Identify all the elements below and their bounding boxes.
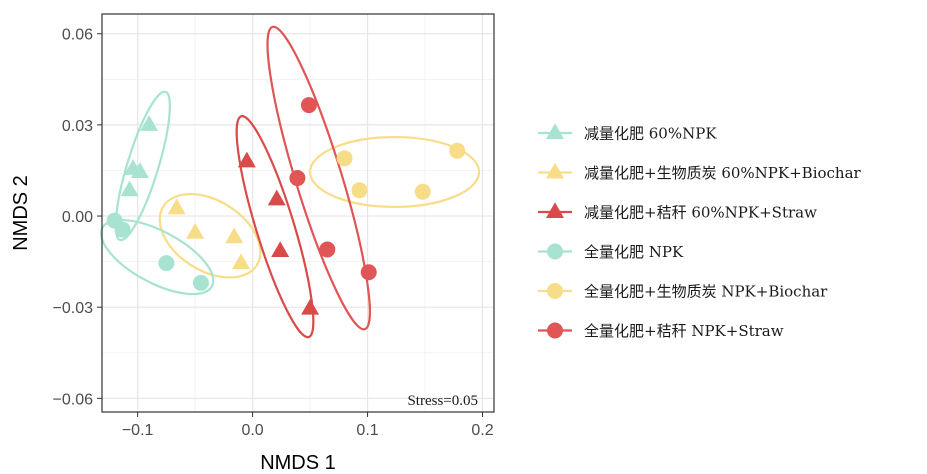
x-axis-title: NMDS 1 (260, 452, 336, 474)
legend-label: 减量化肥+生物质炭 60%NPK+Biochar (584, 164, 862, 182)
legend-item: 减量化肥+秸秆 60%NPK+Straw (538, 202, 817, 222)
legend-key-triangle (546, 202, 564, 218)
legend-item: 减量化肥 60%NPK (538, 123, 717, 143)
legend-label: 减量化肥 60%NPK (584, 125, 717, 143)
y-tick-label: −0.03 (53, 300, 94, 317)
x-axis: −0.1 0.0 0.1 0.2 (122, 412, 494, 439)
x-tick-label: 0.1 (356, 422, 378, 439)
legend-key-circle (547, 283, 563, 299)
y-tick-label: 0.03 (62, 118, 93, 135)
panel-border (101, 13, 495, 413)
circle-point (351, 182, 368, 199)
y-axis-title: NMDS 2 (10, 175, 32, 251)
x-tick-label: 0.2 (471, 422, 493, 439)
circle-point (192, 274, 209, 291)
circle-point (449, 142, 466, 159)
legend-label: 减量化肥+秸秆 60%NPK+Straw (584, 204, 817, 222)
x-tick-label: 0.0 (241, 422, 263, 439)
triangle-point (237, 151, 256, 168)
legend-label: 全量化肥 NPK (584, 243, 684, 261)
confidence-ellipse (308, 135, 481, 209)
y-tick-label: 0.06 (62, 27, 93, 44)
legend-key-circle (547, 243, 563, 260)
circle-point (414, 183, 431, 200)
triangle-point (267, 189, 286, 206)
y-tick-label: −0.06 (53, 391, 94, 408)
triangle-point (301, 298, 320, 315)
circle-point (289, 170, 306, 187)
legend: 减量化肥 60%NPK 减量化肥+生物质炭 60%NPK+Biochar 减量化肥+… (538, 123, 862, 340)
legend-item: 全量化肥+秸秆 NPK+Straw (538, 322, 784, 340)
triangle-point (167, 198, 186, 215)
legend-key-circle (547, 322, 563, 339)
circle-point (336, 150, 353, 167)
circle-point (319, 241, 336, 258)
confidence-ellipse (235, 115, 315, 339)
confidence-ellipse (158, 193, 262, 279)
triangle-point (120, 180, 139, 197)
y-axis: −0.06 −0.03 0.00 0.03 0.06 (53, 27, 102, 408)
legend-label: 全量化肥+生物质炭 NPK+Biochar (584, 283, 828, 301)
legend-label: 全量化肥+秸秆 NPK+Straw (584, 322, 784, 340)
triangle-point (232, 253, 251, 270)
triangle-point (225, 227, 244, 244)
circle-point (300, 97, 317, 114)
legend-item: 全量化肥 NPK (538, 243, 684, 261)
x-tick-label: −0.1 (122, 422, 154, 439)
legend-item: 全量化肥+生物质炭 NPK+Biochar (538, 283, 828, 301)
circle-point (114, 221, 131, 238)
triangle-point (130, 162, 149, 178)
legend-item: 减量化肥+生物质炭 60%NPK+Biochar (538, 162, 862, 182)
triangle-point (186, 222, 205, 239)
legend-key-triangle (546, 162, 564, 179)
confidence-ellipse (114, 90, 171, 242)
triangle-point (140, 115, 159, 131)
y-tick-label: 0.00 (62, 209, 93, 226)
major-gridlines (102, 14, 494, 412)
triangle-point (271, 241, 290, 257)
legend-key-triangle (546, 123, 564, 139)
circle-point (158, 255, 175, 272)
circle-point (360, 264, 377, 281)
data-points (106, 97, 466, 315)
stress-annotation: Stress=0.05 (407, 393, 478, 409)
